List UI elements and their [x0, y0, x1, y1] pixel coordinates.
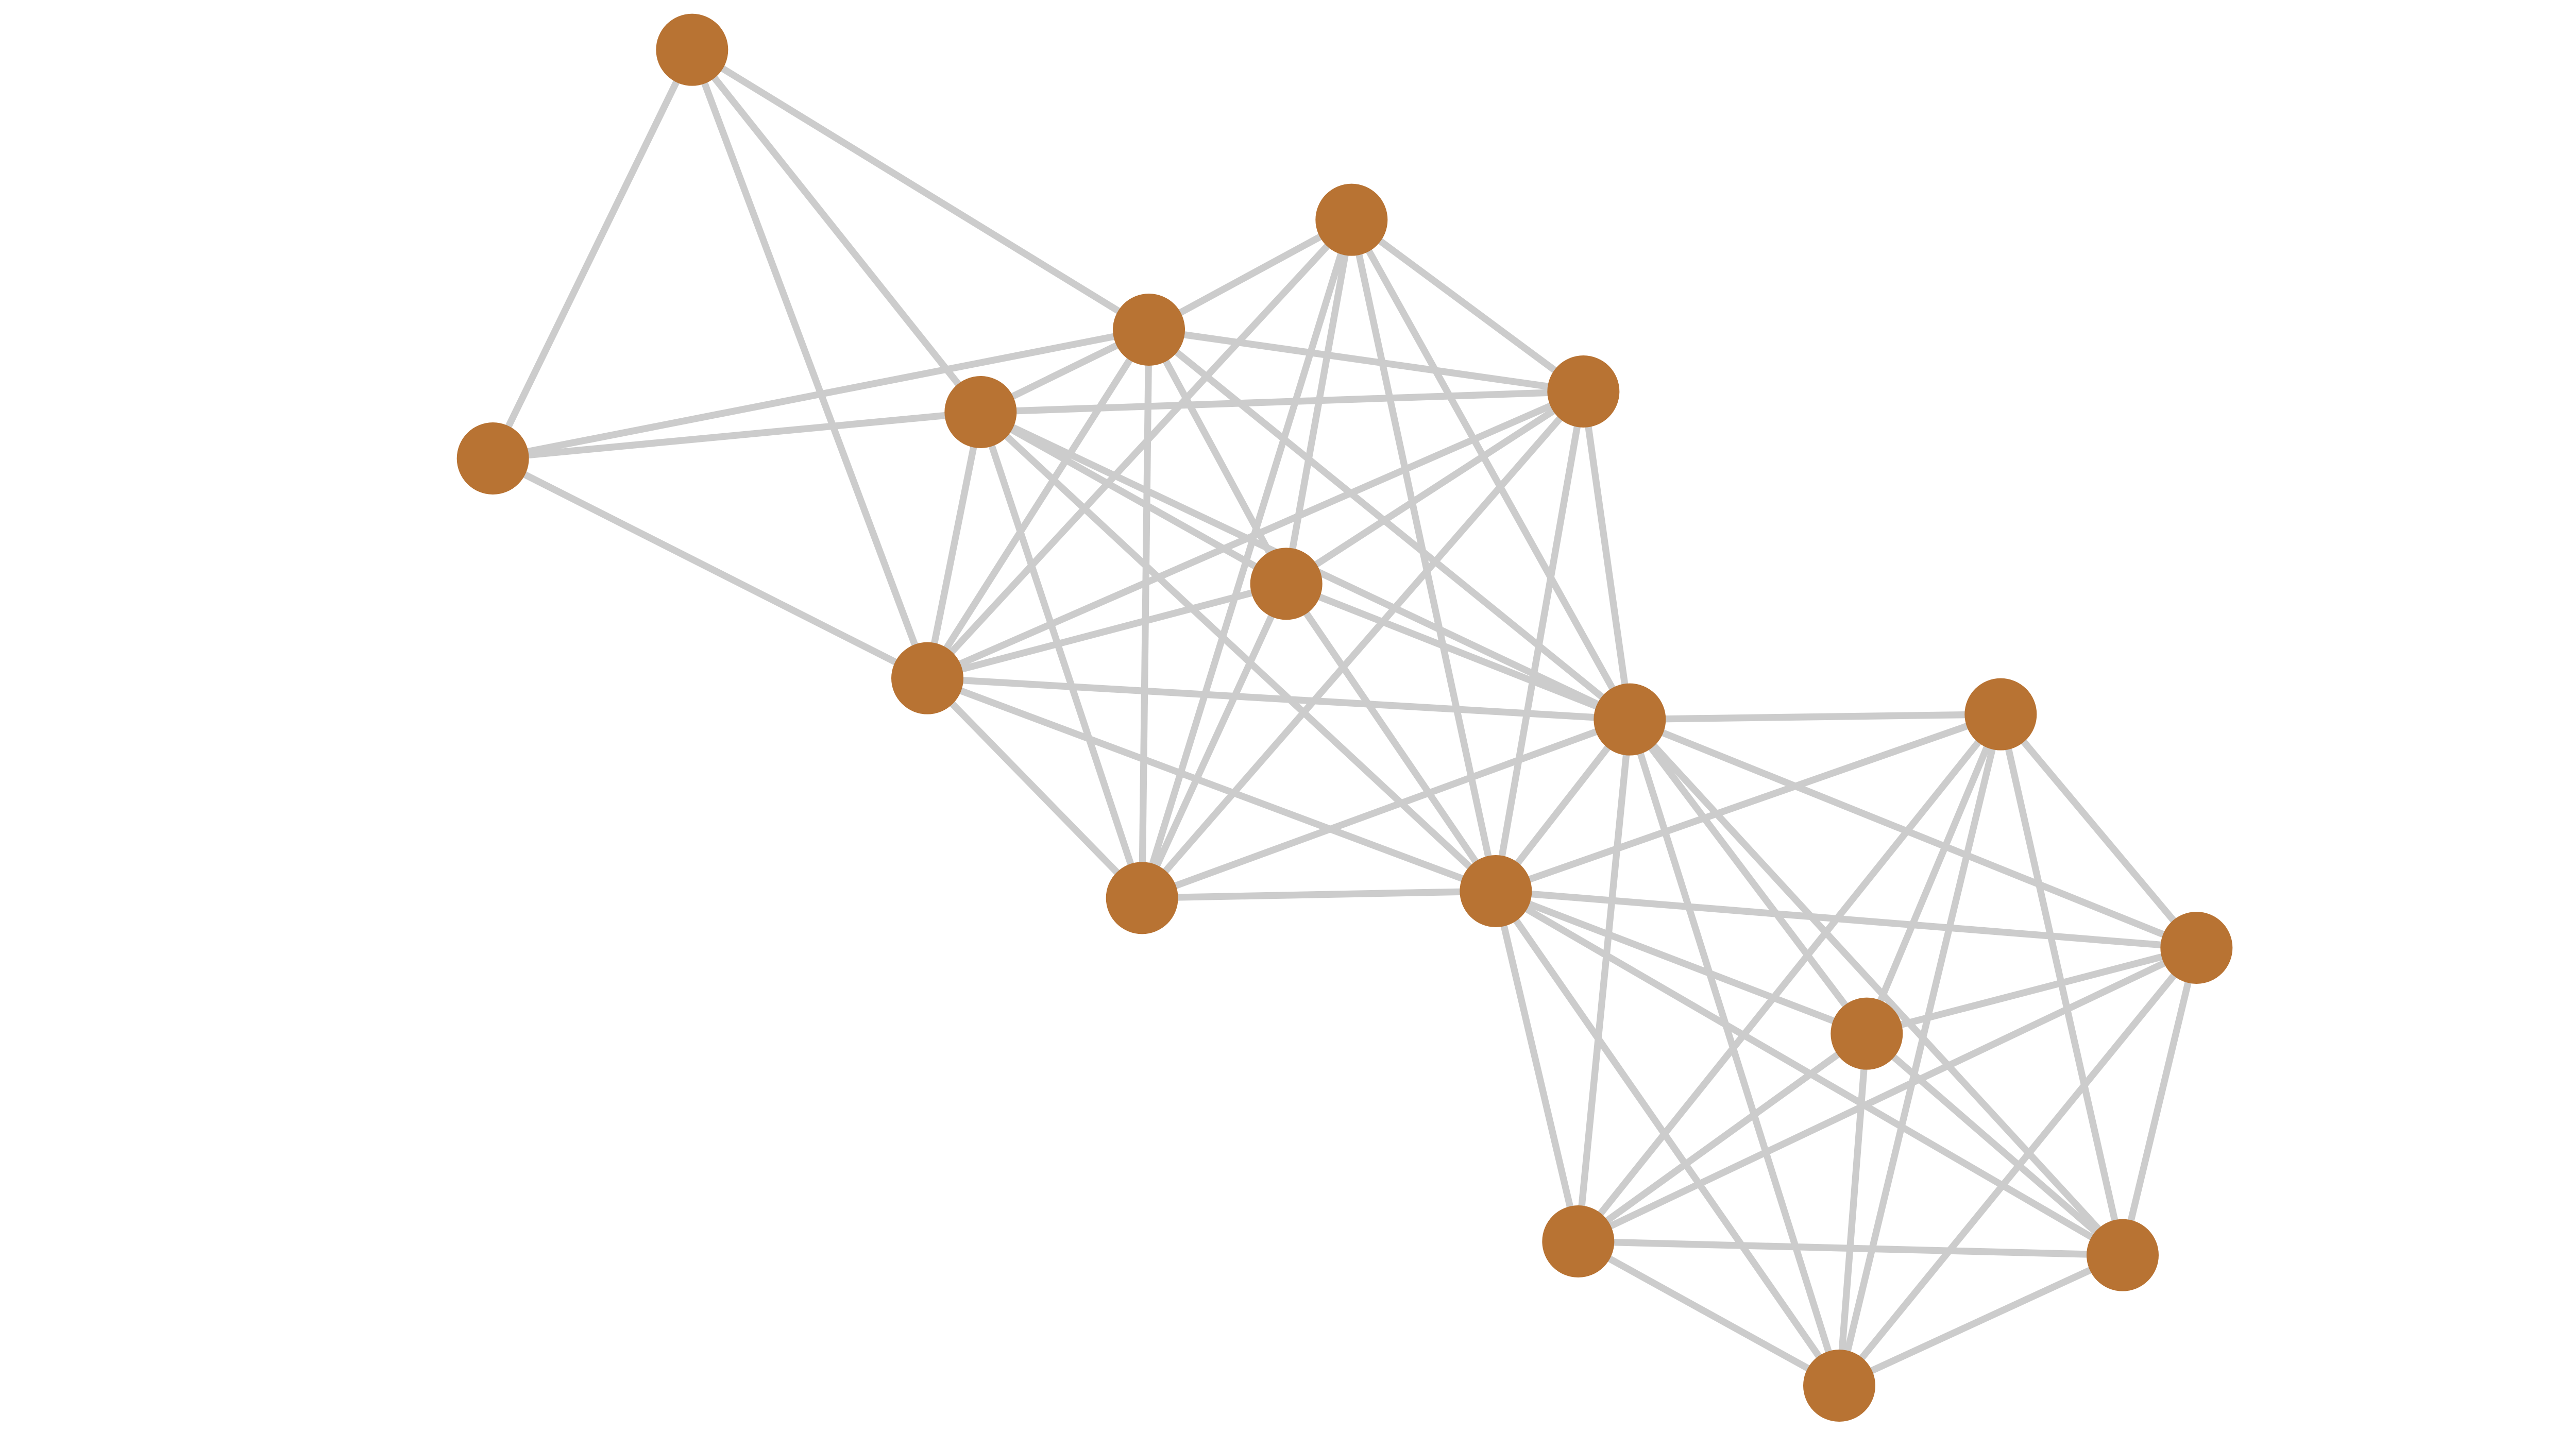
graph-edge	[1283, 582, 1499, 893]
graph-edge	[1627, 717, 2125, 1258]
graph-node	[1250, 548, 1323, 620]
graph-edge	[1139, 218, 1355, 899]
graph-edge	[1493, 889, 1842, 1388]
graph-edge	[1866, 944, 2198, 1037]
graph-edge	[1863, 713, 2004, 1035]
graph-edge	[1139, 329, 1153, 898]
graph-edge	[1628, 716, 2198, 951]
node-layer	[456, 13, 2233, 1422]
graph-edge	[689, 47, 984, 415]
graph-edge	[1139, 389, 1586, 900]
graph-node	[1831, 997, 1903, 1070]
graph-node	[656, 13, 728, 86]
graph-edge	[1494, 888, 1868, 1037]
graph-edge	[1141, 716, 1631, 901]
graph-node	[1594, 683, 1666, 756]
graph-edge	[1836, 713, 2004, 1387]
graph-edge	[1864, 1031, 2125, 1258]
graph-node	[944, 376, 1017, 448]
graph-edge	[980, 388, 1584, 416]
graph-edge	[1147, 216, 1353, 333]
graph-edge	[1576, 1031, 1869, 1245]
edge-layer	[489, 46, 2200, 1389]
graph-node	[891, 642, 963, 714]
graph-node	[1106, 862, 1178, 934]
graph-node	[1803, 1350, 1875, 1422]
graph-edge	[1574, 719, 1633, 1242]
graph-edge	[1348, 218, 1633, 721]
graph-edge	[1577, 944, 2198, 1245]
graph-node	[1315, 183, 1388, 256]
graph-edge	[491, 455, 929, 681]
graph-edge	[1142, 888, 1496, 901]
graph-edge	[1493, 717, 1633, 894]
graph-edge	[1492, 390, 1587, 892]
graph-edge	[1495, 711, 2002, 895]
graph-edge	[924, 411, 984, 679]
graph-edge	[1836, 1033, 1870, 1386]
graph-edge	[690, 46, 1151, 333]
graph-edge	[925, 676, 1145, 900]
graph-edge	[1630, 711, 2001, 723]
graph-edge	[1578, 1238, 2123, 1259]
graph-edge	[1577, 1238, 1841, 1389]
graph-node	[1964, 678, 2037, 751]
graph-edge	[1146, 327, 1632, 722]
graph-node	[2087, 1219, 2159, 1291]
graph-edge	[1146, 328, 1290, 586]
graph-edge	[925, 217, 1354, 681]
graph-edge	[1284, 388, 1585, 587]
graph-edge	[926, 580, 1287, 682]
graph-edge	[1580, 391, 1633, 720]
graph-edge	[489, 48, 696, 460]
graph-edge	[926, 388, 1585, 681]
graph-edge	[1838, 1252, 2124, 1389]
graph-edge	[979, 409, 1288, 587]
graph-node	[2160, 912, 2233, 984]
graph-edge	[1495, 888, 2197, 951]
graph-edge	[926, 675, 1497, 895]
graph-edge	[1492, 890, 1582, 1242]
graph-edge	[1148, 326, 1584, 395]
graph-edge	[492, 326, 1150, 462]
graph-edge	[1349, 217, 1586, 395]
graph-edge	[1283, 219, 1355, 585]
graph-node	[1113, 294, 1185, 366]
graph-node	[456, 422, 529, 495]
graph-edge	[1627, 717, 1870, 1036]
graph-edge	[493, 408, 981, 462]
graph-edge	[689, 48, 931, 680]
graph-edge	[977, 411, 1145, 899]
graph-edge	[2119, 947, 2200, 1256]
graph-node	[1460, 855, 1532, 927]
graph-edge	[1139, 582, 1290, 900]
graph-edge	[1998, 712, 2199, 950]
graph-edge	[978, 410, 1498, 894]
graph-node	[1542, 1205, 1615, 1277]
graph-edge	[1575, 712, 2004, 1244]
graph-edge	[1285, 581, 1631, 723]
graph-edge	[927, 675, 1630, 723]
graph-node	[1547, 355, 1620, 428]
graph-edge	[924, 328, 1152, 680]
